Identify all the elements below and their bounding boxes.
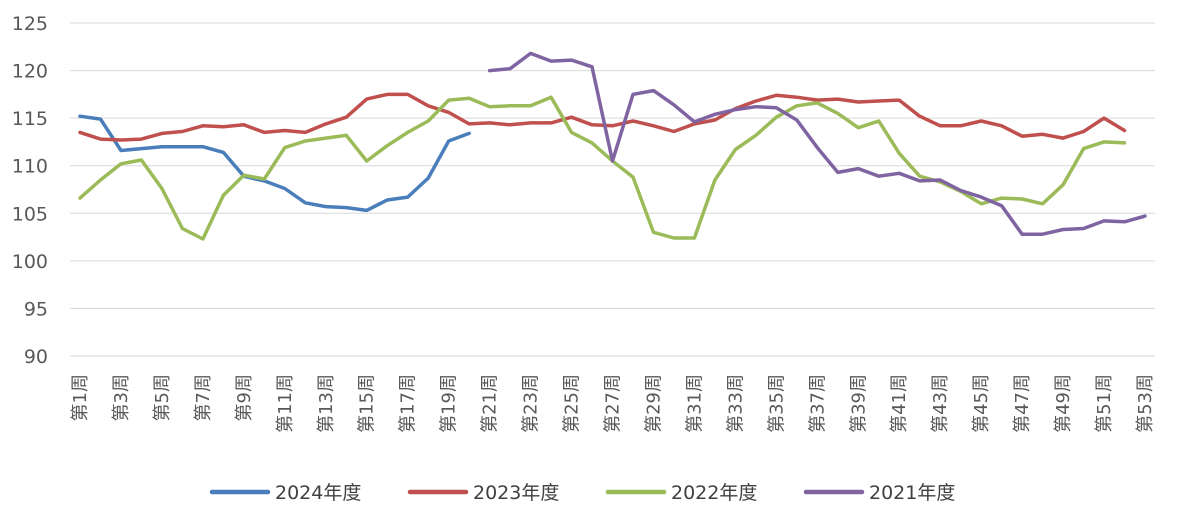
x-tick-label: 第41周: [889, 374, 910, 433]
y-tick-label: 95: [24, 298, 48, 320]
series-line-2023年度: [78, 92, 1127, 142]
y-axis-ticks: 90 95 100 105 110 115 120 125: [12, 13, 48, 368]
series-line-2021年度: [487, 51, 1147, 236]
x-tick-label: 第35周: [766, 374, 787, 433]
x-tick-label: 第1周: [70, 374, 91, 421]
x-tick-label: 第47周: [1012, 374, 1033, 433]
y-tick-label: 115: [12, 108, 48, 130]
gridlines: [70, 22, 1155, 357]
x-tick-label: 第23周: [521, 374, 542, 433]
x-tick-label: 第19周: [439, 374, 460, 433]
y-tick-label: 125: [12, 13, 48, 35]
x-tick-label: 第43周: [930, 374, 951, 433]
legend: 2024年度 2023年度 2022年度 2021年度: [209, 482, 955, 504]
x-tick-label: 第51周: [1094, 374, 1115, 433]
x-tick-label: 第39周: [848, 374, 869, 433]
x-tick-label: 第33周: [725, 374, 746, 433]
x-tick-label: 第31周: [684, 374, 705, 433]
series-line-2024年度: [78, 114, 471, 213]
x-tick-label: 第29周: [643, 374, 664, 433]
y-tick-label: 120: [12, 61, 48, 83]
x-tick-label: 第5周: [152, 374, 173, 421]
x-tick-label: 第13周: [316, 374, 337, 433]
y-tick-label: 110: [12, 156, 48, 178]
y-tick-label: 90: [24, 346, 48, 368]
x-tick-label: 第17周: [398, 374, 419, 433]
series-lines: [78, 51, 1147, 241]
x-tick-label: 第21周: [480, 374, 501, 433]
x-tick-label: 第53周: [1135, 374, 1156, 433]
x-tick-label: 第7周: [193, 374, 214, 421]
legend-label: 2024年度: [275, 482, 361, 504]
legend-label: 2022年度: [671, 482, 757, 504]
x-tick-label: 第37周: [807, 374, 828, 433]
legend-label: 2021年度: [869, 482, 955, 504]
x-tick-label: 第49周: [1053, 374, 1074, 433]
x-tick-label: 第11周: [275, 374, 296, 433]
y-tick-label: 100: [12, 251, 48, 273]
x-axis-ticks: 第1周 第3周 第5周 第7周 第9周 第11周 第13周 第15周 第17周 第19周 第21周第…: [70, 374, 1156, 433]
x-tick-label: 第15周: [357, 374, 378, 433]
y-tick-label: 105: [12, 203, 48, 225]
x-tick-label: 第25周: [562, 374, 583, 433]
legend-label: 2023年度: [473, 482, 559, 504]
x-tick-label: 第45周: [971, 374, 992, 433]
x-tick-label: 第9周: [234, 374, 255, 421]
x-tick-label: 第27周: [603, 374, 624, 433]
x-tick-label: 第3周: [111, 374, 132, 421]
